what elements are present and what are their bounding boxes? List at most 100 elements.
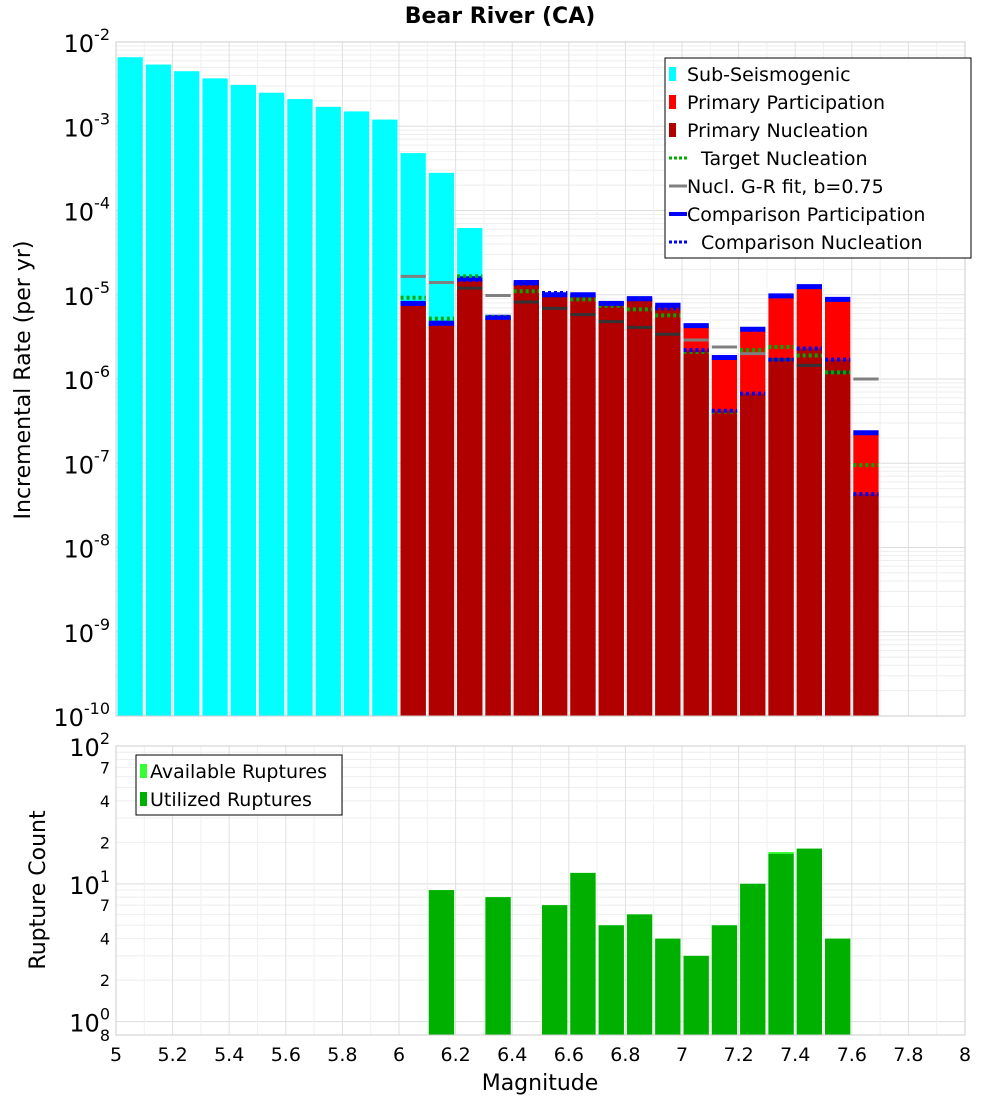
bottom-y-tick-label: 4 xyxy=(100,930,110,949)
legend-swatch xyxy=(669,95,676,109)
primary-nucleation-bar xyxy=(655,306,681,716)
top-y-tick-label: 10-6 xyxy=(64,362,111,395)
sub-seismogenic-bar xyxy=(372,119,398,716)
bottom-y-axis-label: Rupture Count xyxy=(26,810,51,970)
sub-seismogenic-bar xyxy=(259,92,285,716)
primary-nucleation-bar xyxy=(400,304,426,716)
x-tick-label: 7.6 xyxy=(837,1044,867,1066)
utilized-ruptures-bar xyxy=(570,872,596,1035)
incremental-rate-plot: 10-2 10-3 10-4 10-5 10-6 10-7 10-8 10-9 10-10 Sub… xyxy=(53,25,972,732)
x-tick-label: 7.8 xyxy=(893,1044,923,1066)
primary-nucleation-bar xyxy=(853,494,879,716)
top-y-tick-label: 10-8 xyxy=(64,531,111,564)
primary-nucleation-bar xyxy=(768,359,794,716)
bottom-y-tick-label: 101 xyxy=(69,867,110,900)
bottom-legend-box xyxy=(135,754,343,816)
legend-swatch xyxy=(140,792,147,806)
bottom-y-tick-label: 7 xyxy=(100,896,110,915)
sub-seismogenic-bar xyxy=(202,78,228,716)
top-y-tick-label: 10-7 xyxy=(64,446,111,479)
top-legend-box xyxy=(664,57,972,259)
x-tick-label: 6.4 xyxy=(497,1044,527,1066)
sub-seismogenic-bar xyxy=(117,57,143,716)
x-tick-label: 8 xyxy=(959,1044,971,1066)
primary-nucleation-bar xyxy=(513,283,539,716)
legend-label: Target Nucleation xyxy=(700,148,868,170)
x-tick-label: 6 xyxy=(393,1044,405,1066)
primary-nucleation-bar xyxy=(825,359,851,716)
sub-seismogenic-bar xyxy=(230,84,256,716)
primary-nucleation-bar xyxy=(485,318,511,716)
top-y-axis-label: Incremental Rate (per yr) xyxy=(11,241,36,520)
top-plot-border xyxy=(115,41,966,717)
legend-label: Primary Nucleation xyxy=(687,120,868,142)
legend-swatch xyxy=(669,123,676,137)
utilized-ruptures-bar xyxy=(542,905,568,1035)
bottom-y-tick-label: 2 xyxy=(100,971,110,990)
utilized-ruptures-bar xyxy=(485,897,511,1035)
x-tick-label: 6.2 xyxy=(440,1044,470,1066)
primary-nucleation-bar xyxy=(570,295,596,716)
utilized-ruptures-bar xyxy=(655,938,681,1035)
top-y-tick-label: 10-5 xyxy=(64,278,111,311)
x-tick-label: 7 xyxy=(676,1044,688,1066)
x-tick-label: 5.6 xyxy=(271,1044,301,1066)
primary-nucleation-bar xyxy=(740,393,766,716)
x-tick-label: 5 xyxy=(110,1044,122,1066)
x-tick-label: 6.8 xyxy=(610,1044,640,1066)
bottom-y-tick-label: 4 xyxy=(100,792,110,811)
primary-nucleation-bar xyxy=(711,410,738,716)
x-tick-label: 7.4 xyxy=(780,1044,810,1066)
primary-nucleation-bar xyxy=(683,350,709,716)
sub-seismogenic-bar xyxy=(287,99,313,716)
utilized-ruptures-bar xyxy=(626,914,653,1035)
utilized-ruptures-bar xyxy=(825,938,851,1035)
top-y-tick-label: 10-9 xyxy=(64,615,111,648)
primary-nucleation-bar xyxy=(457,279,483,716)
utilized-ruptures-bar xyxy=(428,890,455,1035)
legend-label: Primary Participation xyxy=(687,92,885,114)
primary-nucleation-bar xyxy=(428,324,455,716)
sub-seismogenic-bar xyxy=(145,64,172,716)
x-axis-label: Magnitude xyxy=(482,1071,599,1096)
legend-swatch xyxy=(140,764,147,778)
x-tick-label: 5.2 xyxy=(157,1044,187,1066)
legend-label: Utilized Ruptures xyxy=(150,789,312,811)
x-tick-label: 5.8 xyxy=(327,1044,357,1066)
bottom-y-tick-label: 7 xyxy=(100,758,110,777)
top-y-tick-label: 10-4 xyxy=(64,194,111,227)
bottom-y-tick-label: 2 xyxy=(100,833,110,852)
bottom-plot-border xyxy=(115,745,966,1036)
bottom-y-tick-label: 102 xyxy=(69,729,110,762)
x-tick-label: 6.6 xyxy=(554,1044,584,1066)
primary-nucleation-bar xyxy=(542,295,568,716)
top-y-tick-label: 10-2 xyxy=(64,25,111,58)
legend-label: Comparison Participation xyxy=(687,204,925,226)
top-y-tick-label: 10-10 xyxy=(53,699,110,732)
primary-nucleation-bar xyxy=(796,348,822,716)
utilized-ruptures-bar xyxy=(768,853,794,1035)
utilized-ruptures-bar xyxy=(711,925,738,1035)
primary-nucleation-bar xyxy=(626,299,653,716)
legend-label: Nucl. G-R fit, b=0.75 xyxy=(687,176,884,198)
legend-label: Comparison Nucleation xyxy=(701,232,923,254)
utilized-ruptures-bar xyxy=(598,925,624,1035)
x-tick-label: 7.2 xyxy=(723,1044,753,1066)
utilized-ruptures-bar xyxy=(683,955,709,1035)
chart-title: Bear River (CA) xyxy=(405,4,596,29)
top-y-tick-label: 10-3 xyxy=(64,109,111,142)
legend-label: Sub-Seismogenic xyxy=(687,64,851,86)
utilized-ruptures-bar xyxy=(740,883,766,1035)
bottom-y-tick-label: 100 xyxy=(69,1005,110,1038)
legend-label: Available Ruptures xyxy=(150,761,327,783)
primary-nucleation-bar xyxy=(598,304,624,716)
sub-seismogenic-bar xyxy=(315,106,341,717)
x-tick-label: 5.4 xyxy=(214,1044,244,1066)
bottom-y-tick-label: 8 xyxy=(100,1026,110,1045)
legend-swatch xyxy=(669,67,676,81)
utilized-ruptures-bar xyxy=(796,848,822,1035)
sub-seismogenic-bar xyxy=(343,111,370,717)
sub-seismogenic-bar xyxy=(174,71,200,716)
